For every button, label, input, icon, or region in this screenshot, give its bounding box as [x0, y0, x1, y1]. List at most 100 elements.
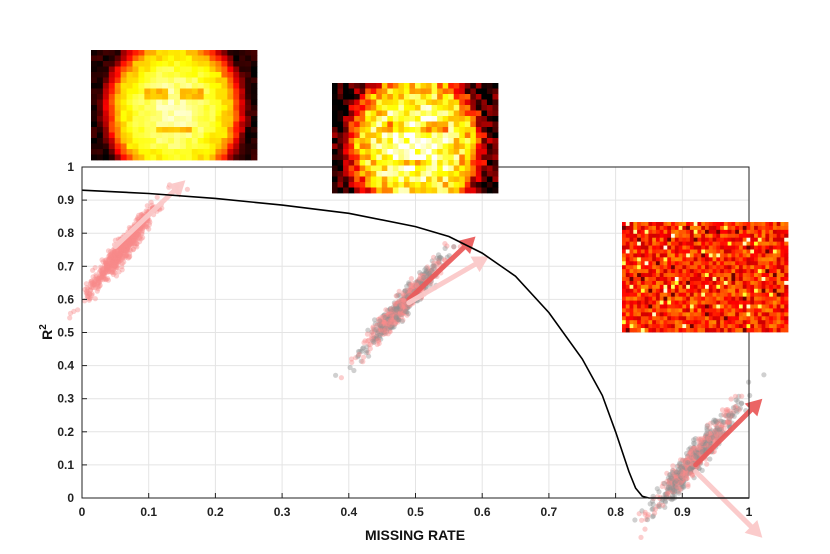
scatter-point [430, 263, 436, 269]
scatter-point [383, 307, 389, 313]
scatter-point [118, 247, 124, 254]
scatter-point [734, 409, 740, 415]
scatter-point [697, 443, 703, 449]
scatter-point [113, 260, 119, 266]
scatter-point [115, 258, 121, 264]
scatter-point [102, 269, 108, 275]
scatter-point [739, 400, 745, 406]
scatter-point [686, 465, 692, 472]
scatter-point [121, 241, 128, 247]
scatter-point [400, 292, 407, 298]
scatter-point [93, 272, 99, 278]
scatter-point [116, 256, 122, 262]
scatter-point [710, 433, 717, 440]
scatter-point [701, 447, 707, 453]
scatter-point [693, 448, 699, 454]
scatter-point [111, 262, 117, 268]
scatter-point [90, 280, 96, 286]
scatter-point [361, 354, 367, 360]
scatter-point [432, 263, 438, 269]
scatter-point [705, 442, 712, 448]
scatter-point [424, 268, 430, 274]
scatter-point [673, 469, 679, 475]
scatter-point [109, 269, 116, 276]
scatter-point [373, 336, 379, 342]
scatter-point [696, 438, 702, 444]
scatter-point [404, 292, 410, 298]
scatter-point [409, 281, 416, 287]
scatter-point [402, 302, 408, 308]
scatter-point [105, 263, 111, 269]
scatter-point [113, 256, 119, 262]
scatter-point [111, 254, 117, 260]
scatter-point [657, 504, 663, 510]
scatter-point [686, 470, 692, 476]
scatter-point [397, 310, 403, 316]
scatter-point [413, 282, 419, 288]
scatter-point [652, 510, 658, 516]
scatter-point [726, 422, 733, 428]
scatter-point [715, 433, 721, 439]
scatter-point [702, 432, 709, 438]
scatter-point [689, 473, 696, 479]
scatter-point [415, 278, 421, 284]
scatter-point [393, 306, 399, 312]
scatter-point [388, 306, 395, 312]
scatter-point [673, 482, 679, 488]
scatter-point [140, 225, 146, 231]
scatter-point [379, 321, 385, 327]
scatter-point [404, 288, 410, 294]
scatter-point [678, 465, 684, 471]
scatter-point [393, 301, 399, 307]
scatter-point [381, 327, 387, 333]
scatter-point [378, 323, 384, 329]
scatter-point [378, 320, 384, 326]
scatter-point [401, 305, 407, 311]
scatter-point [117, 246, 123, 252]
scatter-point [383, 329, 390, 335]
scatter-point [86, 297, 92, 303]
scatter-point [359, 346, 366, 352]
scatter-point [117, 252, 123, 258]
scatter-point [419, 271, 425, 277]
scatter-point [684, 458, 691, 464]
scatter-point [725, 419, 731, 425]
scatter-point [682, 472, 689, 478]
scatter-point [394, 303, 400, 309]
scatter-point [134, 244, 140, 250]
scatter-point [112, 249, 118, 255]
scatter-point [121, 259, 127, 265]
scatter-point [148, 199, 154, 205]
scatter-point [125, 241, 132, 247]
scatter-point [101, 275, 107, 281]
scatter-point [134, 241, 140, 247]
scatter-point [687, 466, 694, 472]
scatter-point [385, 320, 392, 326]
scatter-point [669, 488, 676, 495]
scatter-point [121, 247, 127, 253]
scatter-point [683, 472, 689, 479]
scatter-point [728, 396, 734, 402]
scatter-point [386, 311, 392, 317]
scatter-point [387, 316, 393, 322]
scatter-point [379, 329, 386, 336]
scatter-point [663, 491, 669, 497]
scatter-point [381, 326, 388, 332]
scatter-point [696, 448, 702, 454]
scatter-point [128, 239, 134, 245]
scatter-point [92, 282, 98, 288]
scatter-point [390, 307, 396, 313]
scatter-point [689, 459, 695, 465]
scatter-point [114, 256, 120, 262]
scatter-point [381, 313, 388, 319]
scatter-point [111, 251, 117, 257]
scatter-point [118, 255, 124, 261]
scatter-point [124, 245, 131, 251]
scatter-point [117, 250, 124, 256]
scatter-point [89, 282, 95, 288]
scatter-point [114, 251, 120, 257]
scatter-point [95, 276, 101, 282]
scatter-point [697, 437, 704, 443]
scatter-point [100, 270, 106, 277]
scatter-point [100, 259, 106, 265]
